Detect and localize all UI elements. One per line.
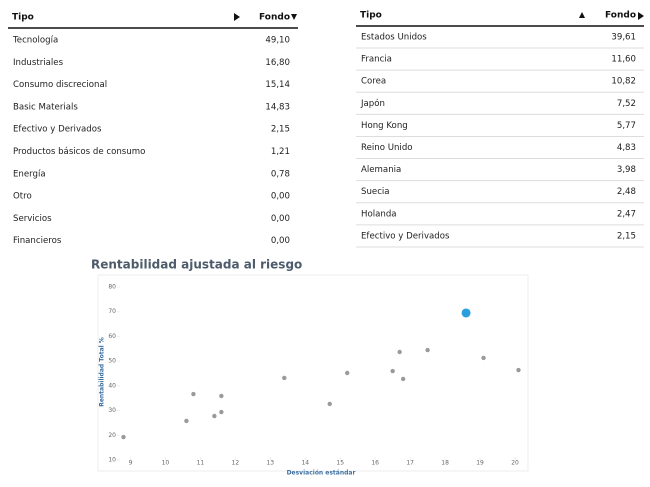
y-tick-label: 80: [108, 284, 116, 291]
y-axis-label: Rentabilidad Total %: [99, 337, 106, 407]
row-label: Consumo discrecional: [13, 80, 107, 90]
row-value: 10,82: [611, 77, 636, 87]
point: [327, 401, 332, 407]
row-value: 16,80: [265, 58, 290, 68]
row-value: 0,78: [271, 169, 290, 179]
chart-title: Rentabilidad ajustada al riesgo: [91, 258, 302, 272]
x-axis-label: Desviación estándar: [287, 470, 356, 477]
row-value: 7,52: [617, 99, 636, 109]
row-value: 0,00: [271, 236, 290, 246]
row-label: Energía: [13, 169, 46, 179]
column-header: Tipo: [12, 13, 34, 23]
y-tick-label: 50: [108, 358, 116, 365]
row-label: Industriales: [13, 58, 64, 68]
row-value: 39,61: [611, 33, 636, 43]
row-value: 3,98: [617, 165, 636, 175]
row-value: 0,00: [271, 192, 290, 202]
point: [390, 368, 395, 374]
point: [516, 367, 521, 373]
x-tick-label: 15: [336, 460, 344, 467]
point: [397, 349, 402, 355]
row-value: 2,48: [617, 187, 636, 197]
x-tick-label: 12: [232, 460, 240, 467]
sort-icon: [638, 12, 644, 20]
column-header: Fondo: [605, 11, 636, 21]
row-label: Estados Unidos: [361, 33, 427, 43]
x-tick-label: 20: [511, 460, 519, 467]
point: [400, 376, 406, 382]
x-tick-label: 14: [301, 460, 309, 467]
chart-frame: [97, 274, 529, 472]
row-value: 5,77: [617, 121, 636, 131]
sort-icon: [579, 12, 585, 18]
point: [345, 370, 350, 376]
y-tick-label: 40: [108, 382, 116, 389]
point: [219, 409, 224, 415]
point: [191, 391, 196, 397]
row-label: Financieros: [13, 236, 62, 246]
row-value: 2,15: [271, 125, 290, 135]
row-label: Reino Unido: [361, 143, 413, 153]
row-label: Alemania: [361, 165, 401, 175]
row-value: 2,47: [617, 209, 636, 219]
row-label: Productos básicos de consumo: [13, 147, 145, 157]
x-tick-label: 16: [371, 460, 379, 467]
x-tick-label: 9: [129, 460, 133, 467]
row-value: 49,10: [265, 36, 290, 46]
point: [461, 308, 471, 318]
point: [425, 347, 430, 353]
column-header: Fondo: [259, 13, 290, 23]
sort-icon: [234, 13, 240, 21]
row-label: Corea: [361, 77, 386, 87]
row-value: 1,21: [271, 147, 290, 157]
column-header: Tipo: [360, 11, 382, 21]
x-tick-label: 10: [162, 460, 170, 467]
row-value: 2,15: [617, 231, 636, 241]
point: [481, 355, 486, 361]
row-label: Suecia: [361, 187, 390, 197]
row-label: Servicios: [13, 214, 52, 224]
row-label: Francia: [361, 55, 392, 65]
row-label: Japón: [360, 98, 385, 109]
x-tick-label: 17: [406, 460, 414, 467]
row-value: 11,60: [611, 55, 636, 65]
y-tick-label: 60: [108, 333, 116, 340]
row-label: Otro: [13, 192, 32, 202]
x-tick-label: 11: [197, 460, 205, 467]
point: [282, 375, 287, 381]
sort-icon: [291, 14, 297, 20]
y-tick-label: 70: [108, 308, 116, 315]
y-tick-label: 20: [108, 432, 116, 439]
row-label: Hong Kong: [361, 121, 408, 131]
row-label: Efectivo y Derivados: [361, 231, 450, 241]
row-value: 14,83: [265, 102, 290, 112]
x-tick-label: 18: [441, 460, 449, 467]
row-label: Holanda: [361, 209, 397, 219]
y-tick-label: 30: [108, 407, 116, 414]
row-value: 0,00: [271, 214, 290, 224]
x-tick-label: 19: [476, 460, 484, 467]
point: [219, 393, 224, 399]
row-label: Basic Materials: [13, 102, 78, 112]
row-value: 15,14: [265, 80, 290, 90]
point: [212, 413, 217, 419]
row-label: Efectivo y Derivados: [13, 125, 102, 135]
x-tick-label: 13: [266, 460, 274, 467]
point: [184, 418, 189, 424]
row-label: Tecnología: [12, 36, 58, 46]
row-value: 4,83: [617, 143, 636, 153]
point: [121, 434, 126, 440]
y-tick-label: 10: [108, 457, 116, 464]
